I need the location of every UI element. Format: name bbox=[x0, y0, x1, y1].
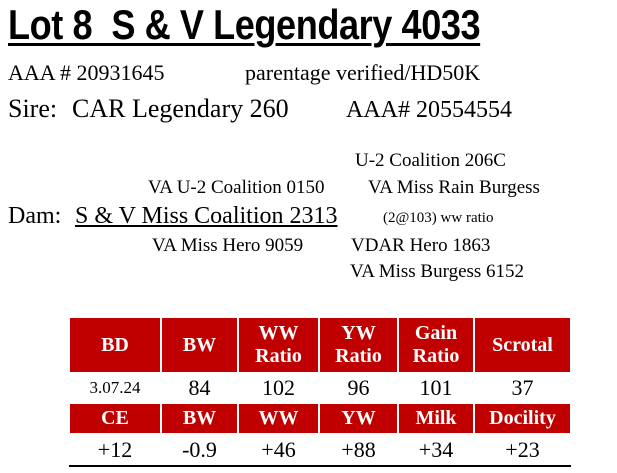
value-cell: +12 bbox=[69, 434, 161, 467]
value-cell: 84 bbox=[188, 375, 211, 400]
sire-label: Sire: bbox=[8, 94, 58, 123]
value-cell: +23 bbox=[474, 434, 571, 467]
header-cell: Milk bbox=[397, 402, 475, 435]
pedigree-entry: VA U-2 Coalition 0150 bbox=[148, 177, 325, 198]
sire-registration: AAA# 20554554 bbox=[346, 97, 512, 123]
value-cell: 3.07.24 bbox=[89, 378, 141, 397]
pedigree-entry: VA Miss Hero 9059 bbox=[152, 235, 304, 256]
header-cell: WW bbox=[237, 402, 320, 435]
header-cell: Docility bbox=[473, 402, 572, 435]
header-cell: Scrotal bbox=[473, 316, 572, 374]
header-cell: BD bbox=[68, 316, 162, 374]
header-row: BD BW WW Ratio YW Ratio Gain Ratio Scrotal bbox=[68, 316, 572, 374]
title: Lot 8 S & V Legendary 4033 bbox=[8, 1, 481, 48]
value-cell: +88 bbox=[319, 434, 398, 467]
pedigree-entry: VA Miss Rain Burgess bbox=[368, 177, 540, 198]
pedigree-entry: VDAR Hero 1863 bbox=[351, 235, 491, 256]
registration: AAA # 20931645 bbox=[8, 60, 165, 85]
value-cell: +34 bbox=[398, 434, 474, 467]
header-cell: BW bbox=[160, 316, 239, 374]
header-cell: Gain Ratio bbox=[397, 316, 475, 374]
value-cell: 102 bbox=[262, 375, 295, 400]
sire-name: CAR Legendary 260 bbox=[72, 94, 289, 123]
header-cell: YW Ratio bbox=[318, 316, 399, 374]
value-cell: 101 bbox=[419, 375, 453, 400]
header-cell: WW Ratio bbox=[237, 316, 320, 374]
header-row: CE BW WW YW Milk Docility bbox=[68, 402, 572, 435]
value-cell: +46 bbox=[238, 434, 319, 467]
value-cell: 96 bbox=[347, 375, 370, 400]
value-row: +12 -0.9 +46 +88 +34 +23 bbox=[69, 434, 571, 467]
value-row: 3.07.24 84 102 96 101 37 bbox=[69, 373, 571, 403]
epd-table: BD BW WW Ratio YW Ratio Gain Ratio Scrotal 3.0… bbox=[68, 316, 572, 467]
dam-note: (2@103) ww ratio bbox=[383, 210, 494, 226]
dam-label: Dam: bbox=[8, 203, 62, 229]
note: parentage verified/HD50K bbox=[245, 60, 481, 85]
pedigree-entry: U-2 Coalition 206C bbox=[355, 150, 506, 171]
value-cell: 37 bbox=[511, 375, 534, 400]
pedigree-entry: VA Miss Burgess 6152 bbox=[350, 261, 525, 282]
header-cell: BW bbox=[160, 402, 239, 435]
header-cell: CE bbox=[68, 402, 162, 435]
header-cell: YW bbox=[318, 402, 399, 435]
dam-name: S & V Miss Coalition 2313 bbox=[75, 203, 338, 229]
value-cell: -0.9 bbox=[161, 434, 238, 467]
